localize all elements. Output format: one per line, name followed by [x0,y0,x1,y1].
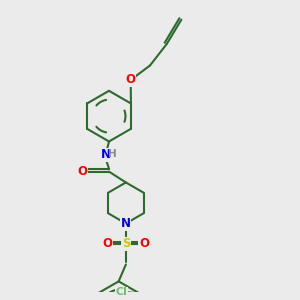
Text: O: O [103,238,113,250]
Text: Cl: Cl [116,287,128,297]
Text: N: N [121,217,131,230]
Text: S: S [122,238,130,250]
Text: O: O [77,165,88,178]
Text: O: O [139,238,149,250]
Text: H: H [108,149,116,159]
Text: O: O [126,74,136,86]
Text: N: N [100,148,110,161]
